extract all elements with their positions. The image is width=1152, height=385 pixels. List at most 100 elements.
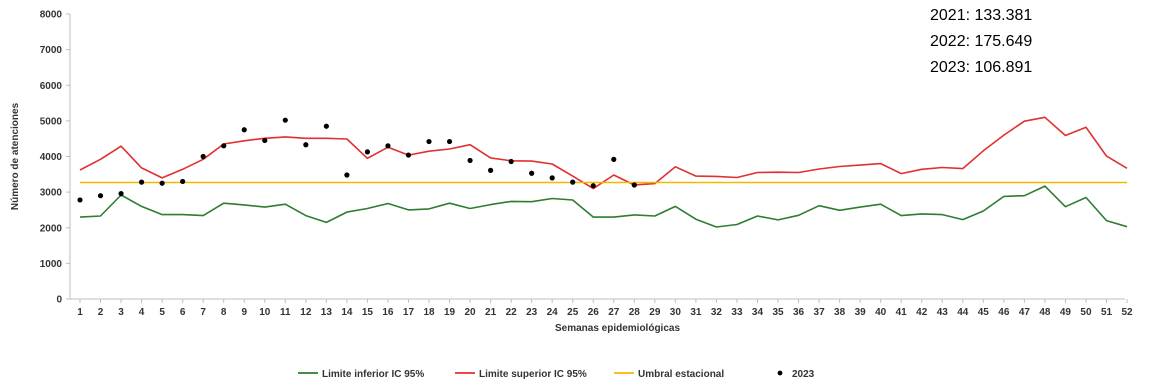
y-tick-label: 1000 (40, 259, 63, 270)
data-point (180, 178, 186, 185)
y-tick-label: 2000 (40, 223, 63, 234)
data-point (488, 167, 494, 173)
x-tick-label: 40 (875, 307, 887, 318)
x-tick-label: 9 (241, 307, 247, 318)
x-tick-label: 33 (731, 307, 743, 318)
x-tick-label: 45 (978, 307, 990, 318)
data-point (159, 180, 165, 186)
x-tick-label: 49 (1060, 307, 1072, 318)
legend-item-2: Limite superior IC 95% (455, 369, 587, 380)
x-tick-label: 4 (139, 307, 145, 318)
series-1 (79, 185, 1128, 228)
x-tick-label: 44 (957, 307, 969, 318)
data-point (426, 138, 432, 145)
data-point (611, 156, 617, 162)
x-tick-label: 1 (77, 307, 83, 318)
x-tick-label: 30 (670, 307, 682, 318)
x-tick-label: 21 (485, 307, 497, 318)
legend-item-4: 2023 (777, 369, 815, 380)
data-point (631, 182, 637, 188)
data-point (221, 143, 227, 149)
x-tick-label: 28 (629, 307, 641, 318)
x-tick-label: 6 (180, 307, 186, 318)
data-point (385, 143, 391, 149)
x-tick-label: 15 (362, 307, 374, 318)
data-point (282, 117, 288, 123)
x-tick-label: 22 (506, 307, 518, 318)
series-layer (77, 116, 1128, 228)
x-tick-label: 31 (690, 307, 702, 318)
x-tick-label: 29 (649, 307, 661, 318)
series-line (79, 185, 1128, 228)
data-point (529, 170, 535, 176)
legend-label: Limite inferior IC 95% (322, 369, 424, 380)
x-tick-label: 23 (526, 307, 538, 318)
x-tick-label: 34 (752, 307, 764, 318)
y-tick-label: 4000 (40, 152, 63, 163)
data-point (405, 152, 412, 158)
x-tick-label: 42 (916, 307, 928, 318)
data-point (570, 179, 576, 185)
x-axis: 1 2 3 4 5 6 7 8 9 10 11 12 13 14 15 16 17 18 19 20 21 22 23 24 2… (70, 298, 1133, 318)
x-tick-label: 11 (280, 307, 291, 318)
y-tick-label: 8000 (40, 10, 63, 21)
y-tick-label: 3000 (40, 188, 63, 199)
x-tick-label: 38 (834, 307, 846, 318)
data-point (97, 193, 104, 199)
y-tick-label: 7000 (40, 45, 63, 56)
annotation-2023: 2023: 106.891 (930, 59, 1032, 76)
y-tick-label: 5000 (40, 116, 63, 127)
legend: Limite inferior IC 95% Limite superior IC… (298, 369, 815, 380)
x-tick-label: 46 (998, 307, 1010, 318)
x-tick-label: 48 (1039, 307, 1051, 318)
data-point (118, 190, 124, 197)
y-axis: 0 1000 2000 3000 4000 5000 6000 7000 8000 (40, 10, 71, 306)
x-tick-label: 37 (814, 307, 826, 318)
x-tick-label: 14 (341, 307, 353, 318)
legend-item-1: Limite inferior IC 95% (298, 369, 424, 380)
annotation-2021: 2021: 133.381 (930, 7, 1032, 24)
x-tick-label: 41 (896, 307, 908, 318)
legend-label: Umbral estacional (638, 369, 724, 380)
x-tick-label: 36 (793, 307, 805, 318)
series-4 (77, 117, 637, 203)
x-tick-label: 12 (300, 307, 312, 318)
data-point (549, 175, 555, 181)
x-tick-label: 10 (259, 307, 271, 318)
data-point (241, 127, 247, 133)
annotation-2022: 2022: 175.649 (930, 33, 1032, 50)
x-tick-label: 39 (855, 307, 867, 318)
x-tick-label: 35 (772, 307, 784, 318)
x-tick-label: 7 (200, 307, 206, 318)
data-point (323, 123, 329, 129)
x-tick-label: 8 (221, 307, 227, 318)
data-point (446, 138, 453, 145)
data-point (262, 137, 268, 144)
x-tick-label: 20 (465, 307, 477, 318)
x-tick-label: 18 (423, 307, 435, 318)
annotations: 2021: 133.381 2022: 175.649 2023: 106.89… (930, 7, 1032, 76)
x-tick-label: 3 (118, 307, 124, 318)
data-point (590, 183, 596, 189)
x-tick-label: 16 (382, 307, 394, 318)
data-point (467, 157, 473, 164)
data-point (77, 197, 83, 203)
series-line (79, 116, 1128, 190)
data-point (303, 142, 309, 148)
x-tick-label: 43 (937, 307, 949, 318)
legend-label: 2023 (792, 369, 815, 380)
legend-item-3: Umbral estacional (614, 369, 724, 380)
series-2 (79, 116, 1128, 190)
data-point (364, 149, 371, 155)
x-tick-label: 26 (588, 307, 600, 318)
data-point (200, 153, 206, 160)
legend-label: Limite superior IC 95% (479, 369, 587, 380)
data-point (344, 172, 350, 178)
x-tick-label: 32 (711, 307, 723, 318)
x-tick-label: 52 (1121, 307, 1133, 318)
x-tick-label: 25 (567, 307, 579, 318)
x-tick-label: 47 (1019, 307, 1031, 318)
x-axis-label: Semanas epidemiológicas (555, 323, 680, 334)
x-tick-label: 19 (444, 307, 456, 318)
